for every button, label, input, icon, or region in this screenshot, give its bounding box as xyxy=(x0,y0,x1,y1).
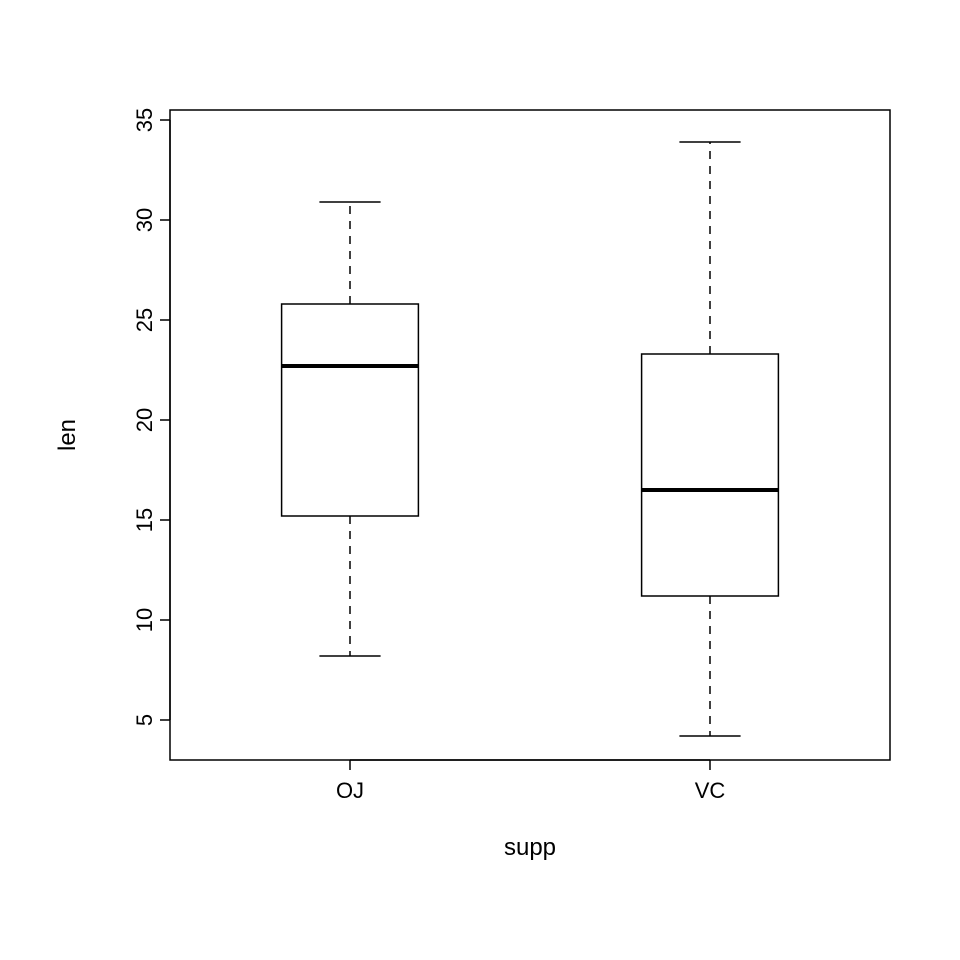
y-tick-label: 25 xyxy=(132,308,157,332)
y-tick-label: 10 xyxy=(132,608,157,632)
y-tick-label: 30 xyxy=(132,208,157,232)
boxplot-chart: 5 10 15 20 25 30 35 OJ VC supp len xyxy=(0,0,960,960)
x-tick-label: OJ xyxy=(336,778,364,803)
y-tick-label: 15 xyxy=(132,508,157,532)
x-tick-label: VC xyxy=(695,778,726,803)
y-tick-label: 5 xyxy=(132,714,157,726)
iqr-box xyxy=(642,354,779,596)
y-tick-label: 20 xyxy=(132,408,157,432)
y-axis-title: len xyxy=(54,419,81,451)
iqr-box xyxy=(282,304,419,516)
x-axis-title: supp xyxy=(504,834,556,861)
plot-frame xyxy=(170,110,890,760)
y-tick-label: 35 xyxy=(132,108,157,132)
